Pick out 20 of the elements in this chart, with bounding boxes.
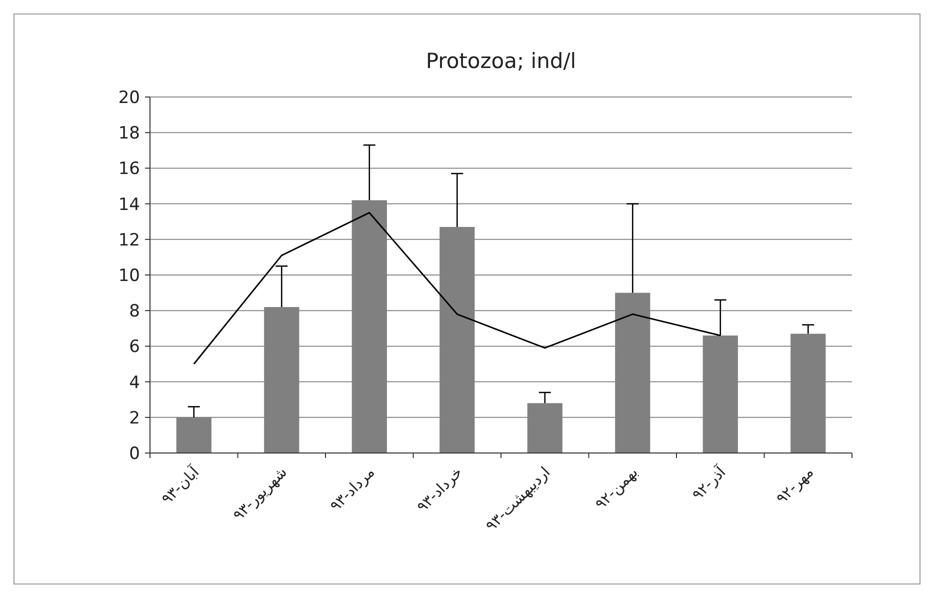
- y-tick-label: 12: [118, 230, 140, 250]
- y-tick-label: 6: [129, 337, 140, 358]
- y-tick-label: 14: [118, 194, 140, 215]
- x-tick-label: مهر-۹۲: [772, 463, 817, 508]
- y-tick-label: 18: [118, 124, 140, 144]
- y-tick-label: 10: [118, 266, 140, 286]
- x-tick-label: آذر-۹۲: [688, 462, 730, 504]
- y-tick-label: 20: [118, 88, 140, 108]
- y-tick-label: 4: [129, 372, 140, 393]
- x-tick-label: مرداد-۹۳: [326, 463, 378, 515]
- y-tick-label: 2: [129, 408, 140, 428]
- x-tick-label: بهمن-۹۲: [591, 463, 642, 514]
- x-tick-label: شهریور-۹۳: [229, 463, 290, 524]
- y-tick-label: 0: [129, 444, 140, 464]
- y-tick-label: 8: [129, 302, 140, 322]
- x-tick-label: آبان-۹۳: [157, 462, 204, 508]
- y-tick-label: 16: [118, 159, 140, 180]
- chart-title: Protozoa; ind/l: [426, 49, 576, 73]
- x-tick-label: اردیبهشت-۹۳: [482, 463, 554, 535]
- x-tick-label: خرداد-۹۳: [413, 463, 466, 516]
